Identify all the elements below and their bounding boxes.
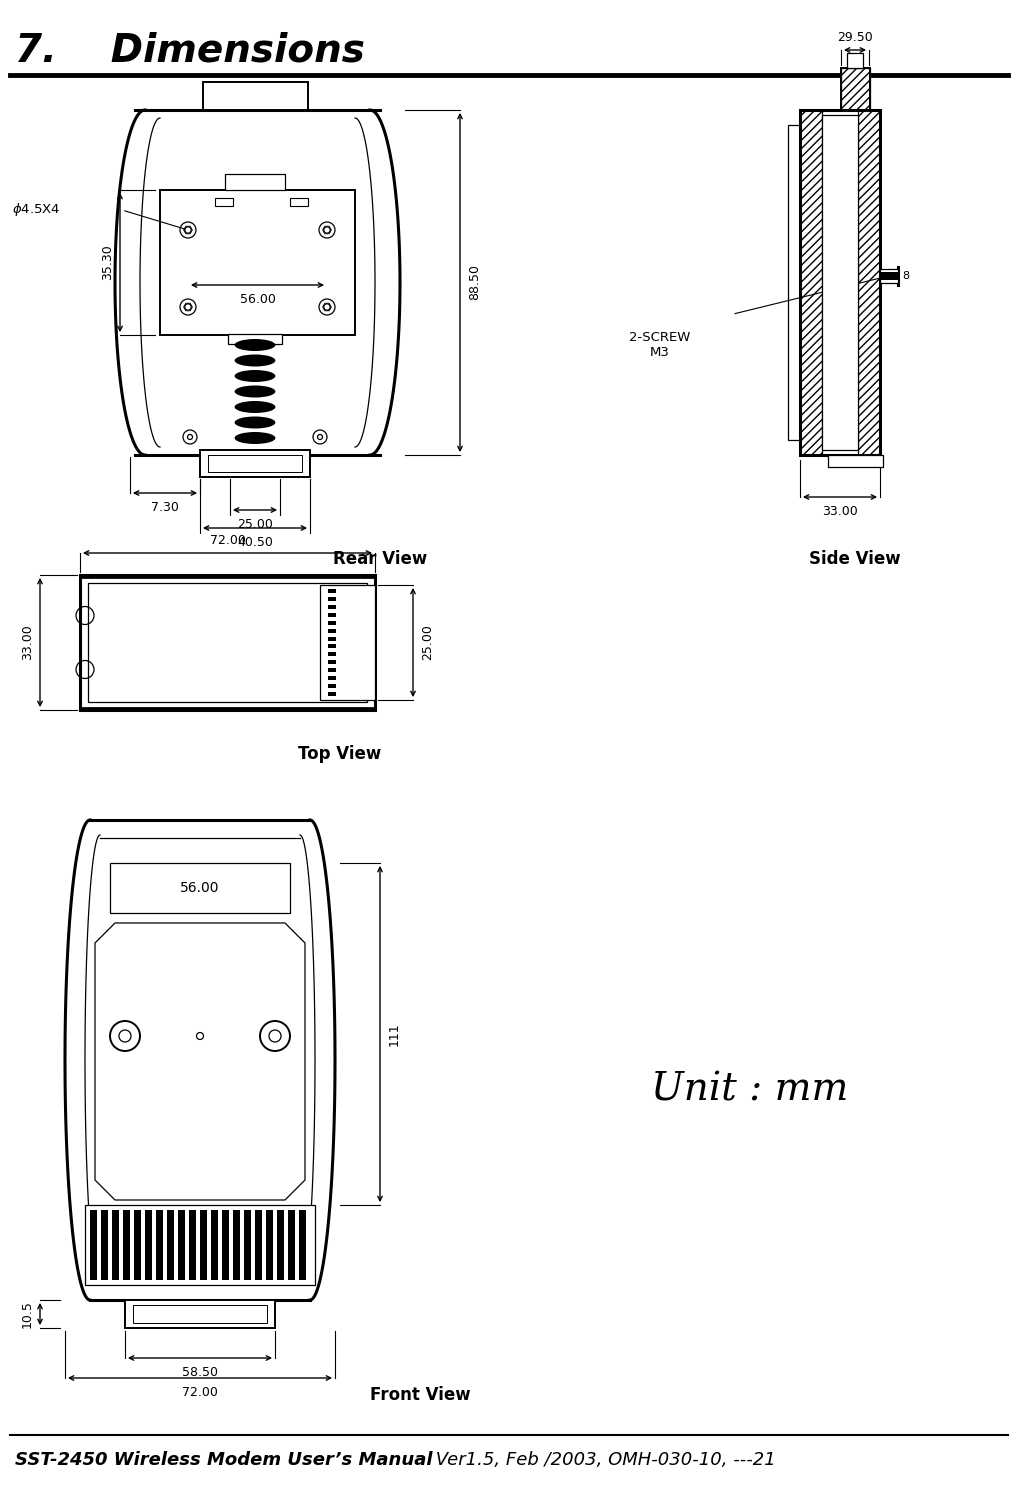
Bar xyxy=(277,1209,284,1280)
Bar xyxy=(225,175,285,190)
Bar xyxy=(244,1209,251,1280)
Text: 7.    Dimensions: 7. Dimensions xyxy=(15,31,364,70)
Bar xyxy=(328,636,336,640)
Bar xyxy=(288,1209,295,1280)
Bar xyxy=(800,110,822,455)
Bar xyxy=(841,69,870,110)
Bar xyxy=(156,1209,163,1280)
Bar xyxy=(80,575,375,711)
Text: Ver1.5, Feb /2003, OMH-030-10, ---21: Ver1.5, Feb /2003, OMH-030-10, ---21 xyxy=(430,1451,776,1469)
Bar xyxy=(211,1209,218,1280)
Bar xyxy=(88,582,367,702)
Text: 56.00: 56.00 xyxy=(180,881,220,894)
Bar xyxy=(123,1209,130,1280)
Text: 35.30: 35.30 xyxy=(101,245,114,281)
Bar xyxy=(112,1209,119,1280)
Bar xyxy=(800,110,880,455)
Bar xyxy=(90,1209,97,1280)
Bar xyxy=(328,676,336,681)
Text: 8: 8 xyxy=(902,270,909,281)
Bar xyxy=(328,621,336,624)
Bar xyxy=(328,629,336,633)
Text: Rear View: Rear View xyxy=(333,549,428,567)
Ellipse shape xyxy=(234,431,276,443)
Text: 29.50: 29.50 xyxy=(837,31,872,43)
Bar xyxy=(299,1209,306,1280)
Ellipse shape xyxy=(234,385,276,397)
Text: 25.00: 25.00 xyxy=(421,624,434,660)
Bar xyxy=(200,1209,207,1280)
Text: 40.50: 40.50 xyxy=(237,536,273,549)
Bar xyxy=(145,1209,152,1280)
Text: 10.5: 10.5 xyxy=(21,1300,34,1327)
Bar xyxy=(828,455,883,467)
Text: 72.00: 72.00 xyxy=(182,1386,218,1399)
Bar xyxy=(320,585,375,700)
Bar xyxy=(228,334,282,343)
Bar xyxy=(125,1300,275,1327)
Text: 25.00: 25.00 xyxy=(237,518,273,532)
Text: 88.50: 88.50 xyxy=(468,264,480,300)
Bar xyxy=(880,272,898,279)
Ellipse shape xyxy=(234,339,276,351)
Bar xyxy=(189,1209,196,1280)
Ellipse shape xyxy=(234,402,276,414)
Bar xyxy=(215,199,233,206)
Ellipse shape xyxy=(234,370,276,382)
Bar xyxy=(200,449,310,476)
Text: Unit : mm: Unit : mm xyxy=(652,1072,849,1108)
Ellipse shape xyxy=(234,354,276,366)
Text: 72.00: 72.00 xyxy=(210,534,245,546)
Bar xyxy=(167,1209,174,1280)
Bar xyxy=(110,863,290,914)
Bar xyxy=(84,1205,315,1285)
Bar xyxy=(328,691,336,696)
Bar xyxy=(160,190,355,334)
Bar xyxy=(133,1305,267,1323)
Text: Front View: Front View xyxy=(370,1386,470,1403)
Bar xyxy=(254,1209,263,1280)
Bar xyxy=(290,199,308,206)
Bar xyxy=(328,605,336,609)
Bar xyxy=(328,645,336,648)
Bar xyxy=(328,669,336,672)
Bar xyxy=(222,1209,229,1280)
Bar xyxy=(266,1209,273,1280)
Bar xyxy=(858,110,880,455)
Bar xyxy=(847,52,863,69)
Bar xyxy=(822,115,858,449)
Text: 7.30: 7.30 xyxy=(151,502,179,514)
Bar xyxy=(203,82,308,110)
Bar xyxy=(178,1209,185,1280)
Bar xyxy=(134,1209,142,1280)
Bar xyxy=(328,597,336,600)
Text: Top View: Top View xyxy=(298,745,382,763)
Text: 58.50: 58.50 xyxy=(182,1366,218,1380)
Ellipse shape xyxy=(234,417,276,428)
Bar xyxy=(328,652,336,657)
Bar xyxy=(328,660,336,664)
Bar xyxy=(101,1209,108,1280)
Text: $\phi$4.5X4: $\phi$4.5X4 xyxy=(12,202,60,218)
Bar xyxy=(788,125,800,440)
Text: SST-2450 Wireless Modem User’s Manual: SST-2450 Wireless Modem User’s Manual xyxy=(15,1451,433,1469)
Bar xyxy=(208,455,302,472)
Bar xyxy=(328,590,336,593)
Text: 56.00: 56.00 xyxy=(239,293,276,306)
Bar xyxy=(841,69,870,110)
Text: 111: 111 xyxy=(388,1023,401,1045)
Bar xyxy=(880,269,898,282)
Text: 33.00: 33.00 xyxy=(823,505,858,518)
Text: Side View: Side View xyxy=(809,549,901,567)
Text: 2-SCREW
M3: 2-SCREW M3 xyxy=(629,330,690,358)
Bar xyxy=(328,684,336,688)
Bar xyxy=(233,1209,240,1280)
Bar xyxy=(328,612,336,617)
Text: 33.00: 33.00 xyxy=(21,624,34,660)
